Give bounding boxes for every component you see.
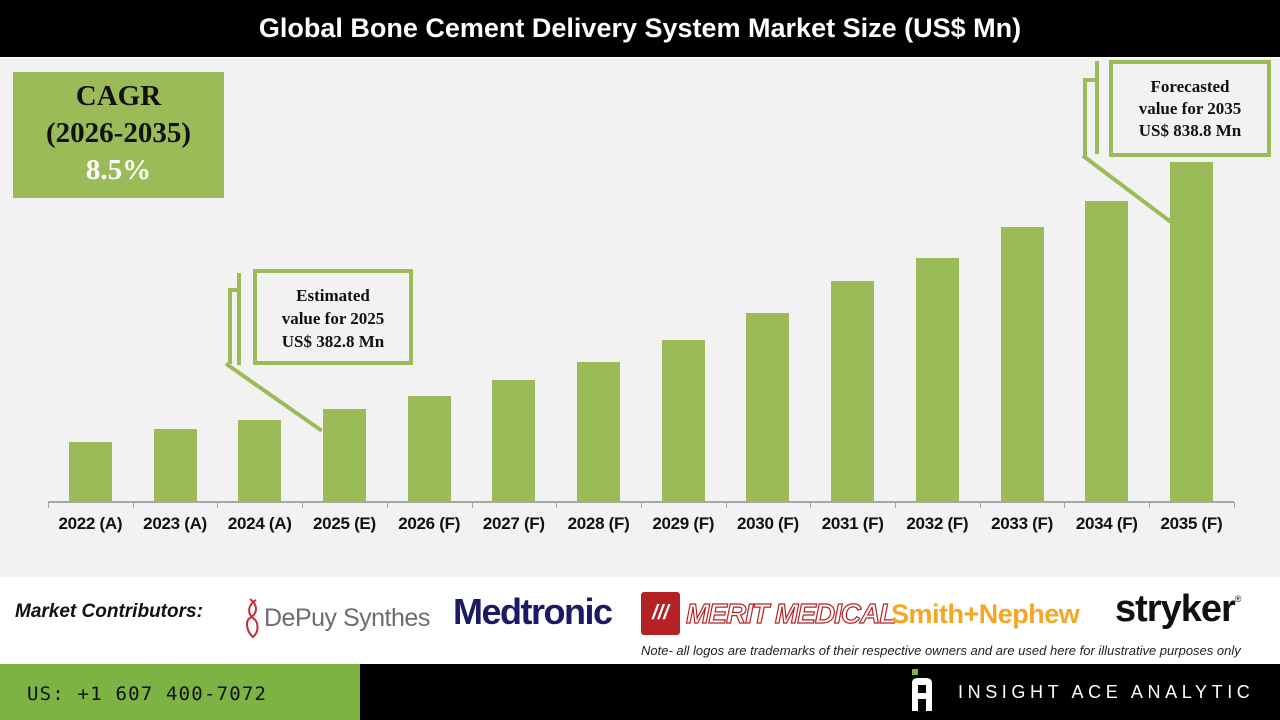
bar-2029 bbox=[661, 340, 705, 502]
cagr-label: CAGR bbox=[75, 80, 162, 112]
footer-contact: US: +1 607 400-7072 bbox=[0, 664, 360, 720]
x-axis-label: 2022 (A) bbox=[58, 514, 123, 533]
bar-2025 bbox=[322, 408, 366, 502]
x-axis-tick bbox=[810, 502, 812, 508]
x-axis-tick bbox=[471, 502, 473, 508]
x-axis-line bbox=[48, 501, 1234, 503]
cagr-box: CAGR (2026-2035) 8.5% bbox=[13, 72, 224, 198]
callout-2035-leader bbox=[1095, 61, 1099, 154]
chart-title-bar: Global Bone Cement Delivery System Marke… bbox=[0, 0, 1280, 58]
callout-line: Forecasted bbox=[1150, 77, 1230, 96]
contributors-label: Market Contributors: bbox=[15, 601, 203, 622]
x-axis-label: 2025 (E) bbox=[313, 514, 376, 533]
merit-mark-icon: /// bbox=[641, 592, 680, 635]
x-axis-label: 2033 (F) bbox=[991, 514, 1053, 533]
x-axis-tick bbox=[217, 502, 219, 508]
bar-2035 bbox=[1169, 161, 1213, 502]
footer-brand: INSIGHT ACE ANALYTIC bbox=[360, 664, 1280, 720]
x-axis-tick bbox=[1233, 502, 1235, 508]
x-axis-tick bbox=[556, 502, 558, 508]
bar-2030 bbox=[746, 312, 790, 502]
x-axis-label: 2034 (F) bbox=[1075, 514, 1138, 533]
x-axis-tick bbox=[386, 502, 388, 508]
phone-number[interactable]: US: +1 607 400-7072 bbox=[27, 683, 268, 705]
x-axis-label: 2035 (F) bbox=[1160, 514, 1223, 533]
callout-value: US$ 838.8 Mn bbox=[1138, 121, 1242, 140]
logo-text: DePuy Synthes bbox=[264, 603, 430, 632]
x-axis-tick bbox=[1149, 502, 1151, 508]
callout-line: Estimated bbox=[296, 286, 370, 305]
callout-2035-leader bbox=[1083, 78, 1087, 156]
x-axis-label: 2026 (F) bbox=[398, 514, 461, 533]
x-axis-label: 2024 (A) bbox=[227, 514, 292, 533]
bar-2027 bbox=[492, 380, 536, 502]
logo-smith-nephew: Smith+Nephew bbox=[891, 599, 1080, 629]
logo-medtronic: Medtronic bbox=[453, 591, 613, 632]
bar-2023 bbox=[153, 428, 197, 502]
callout-estimated-2025: Estimated value for 2025 US$ 382.8 Mn bbox=[253, 269, 413, 365]
bar-2032 bbox=[915, 258, 959, 502]
bar-2033 bbox=[1000, 226, 1044, 502]
x-axis-tick bbox=[302, 502, 304, 508]
trademark-note: Note- all logos are trademarks of their … bbox=[641, 643, 1241, 658]
registered-mark: ® bbox=[1234, 594, 1242, 604]
chart-title: Global Bone Cement Delivery System Marke… bbox=[258, 13, 1022, 43]
x-axis-tick bbox=[1064, 502, 1066, 508]
brand-name: INSIGHT ACE ANALYTIC bbox=[958, 682, 1255, 702]
callout-line: value for 2025 bbox=[281, 309, 385, 328]
bar-2034 bbox=[1085, 200, 1129, 502]
x-axis-label: 2027 (F) bbox=[482, 514, 545, 533]
bar-2024 bbox=[238, 420, 282, 502]
logo-text: stryker bbox=[1115, 588, 1236, 630]
cagr-period: (2026-2035) bbox=[46, 117, 191, 149]
callout-2035-leader bbox=[1083, 78, 1097, 82]
cagr-value: 8.5% bbox=[85, 154, 152, 186]
x-axis-tick bbox=[640, 502, 642, 508]
x-axis-tick bbox=[132, 502, 134, 508]
x-axis-label: 2031 (F) bbox=[821, 514, 884, 533]
bar-2031 bbox=[831, 281, 875, 502]
bar-2028 bbox=[577, 362, 621, 502]
callout-2025-leader bbox=[237, 273, 241, 365]
logo-merit-medical: /// MERIT MEDICAL bbox=[641, 592, 897, 635]
market-contributors: Market Contributors: DePuy Synthes Medtr… bbox=[0, 577, 1280, 664]
chart-area: CAGR (2026-2035) 8.5% Estimated value fo… bbox=[0, 59, 1280, 576]
callout-2025-leader bbox=[228, 288, 240, 292]
x-axis-label: 2030 (F) bbox=[737, 514, 799, 533]
bar-2026 bbox=[407, 396, 451, 502]
insight-ace-logo-icon bbox=[912, 669, 932, 711]
x-axis-tick bbox=[725, 502, 727, 508]
x-axis-tick bbox=[979, 502, 981, 508]
bar-2022 bbox=[68, 441, 112, 502]
x-axis-tick bbox=[48, 502, 49, 508]
x-axis-label: 2023 (A) bbox=[143, 514, 207, 533]
callout-forecasted-2035: Forecasted value for 2035 US$ 838.8 Mn bbox=[1109, 60, 1271, 157]
logo-text: MERIT MEDICAL bbox=[685, 597, 897, 629]
depuy-swirl-icon bbox=[246, 598, 259, 639]
x-axis-label: 2028 (F) bbox=[567, 514, 630, 533]
callout-line: value for 2035 bbox=[1138, 99, 1242, 118]
x-axis-label: 2032 (F) bbox=[906, 514, 969, 533]
x-axis-tick bbox=[895, 502, 896, 508]
x-axis-label: 2029 (F) bbox=[652, 514, 715, 533]
callout-2025-leader bbox=[228, 288, 232, 364]
callout-value: US$ 382.8 Mn bbox=[281, 332, 385, 351]
logo-stryker: stryker® bbox=[1115, 588, 1242, 631]
logo-depuy-synthes: DePuy Synthes bbox=[246, 597, 430, 639]
